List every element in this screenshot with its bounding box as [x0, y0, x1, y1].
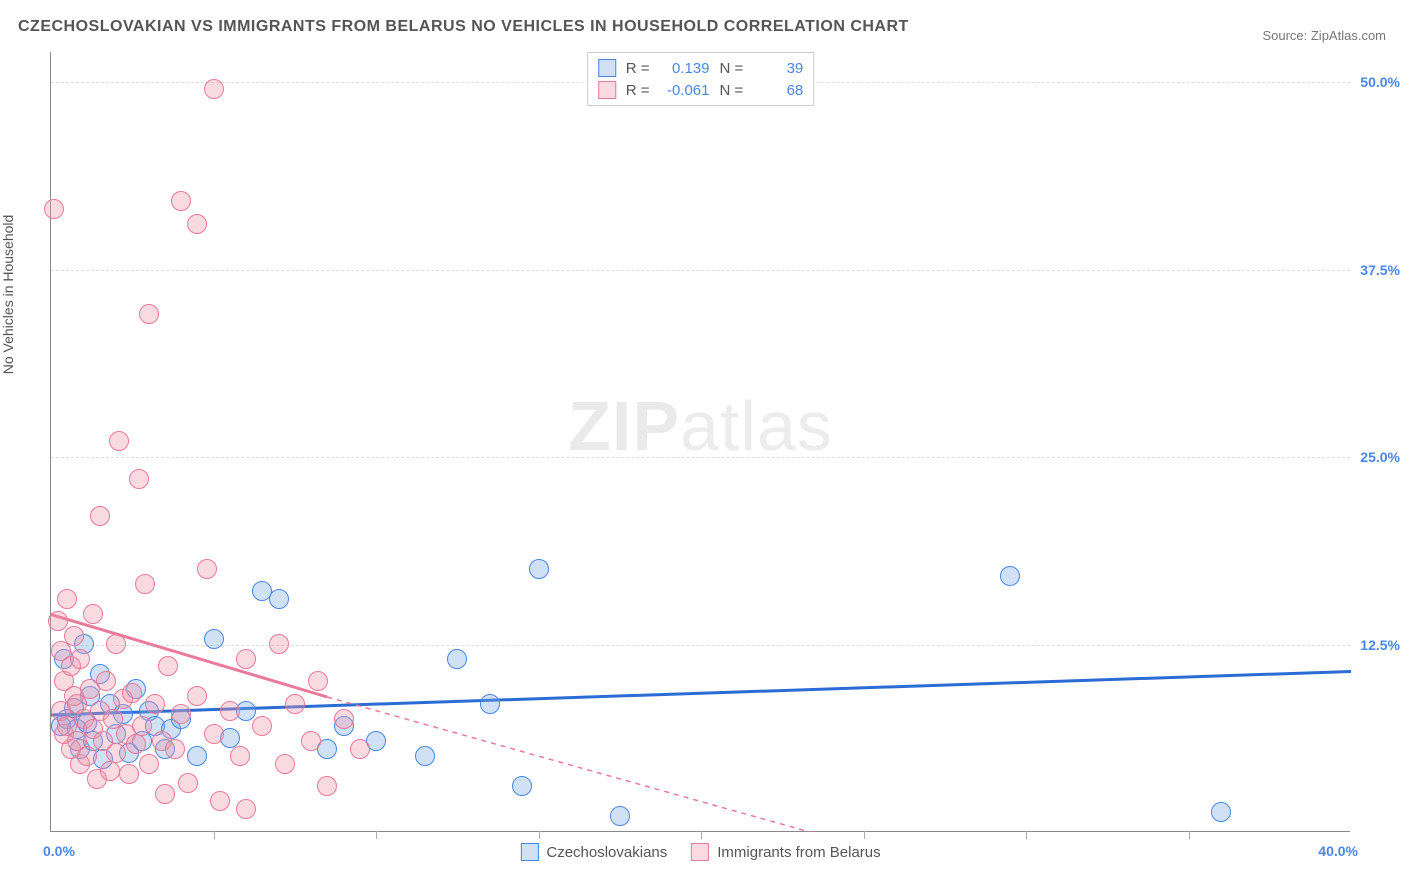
data-point — [480, 694, 500, 714]
gridline — [51, 457, 1350, 458]
data-point — [165, 739, 185, 759]
swatch-pink — [598, 81, 616, 99]
data-point — [1211, 802, 1231, 822]
data-point — [529, 559, 549, 579]
data-point — [70, 649, 90, 669]
data-point — [145, 694, 165, 714]
data-point — [139, 754, 159, 774]
data-point — [269, 634, 289, 654]
plot-area: ZIPatlas 12.5%25.0%37.5%50.0% 0.0% 40.0%… — [50, 52, 1350, 832]
x-tick — [1189, 831, 1190, 839]
data-point — [220, 701, 240, 721]
data-point — [187, 686, 207, 706]
data-point — [269, 589, 289, 609]
data-point — [415, 746, 435, 766]
x-axis-max-label: 40.0% — [1318, 843, 1358, 859]
data-point — [236, 649, 256, 669]
data-point — [48, 611, 68, 631]
data-point — [187, 214, 207, 234]
data-point — [171, 704, 191, 724]
x-tick — [1026, 831, 1027, 839]
data-point — [139, 304, 159, 324]
data-point — [119, 764, 139, 784]
x-tick — [539, 831, 540, 839]
data-point — [512, 776, 532, 796]
data-point — [109, 431, 129, 451]
gridline — [51, 270, 1350, 271]
data-point — [187, 746, 207, 766]
data-point — [301, 731, 321, 751]
data-point — [126, 734, 146, 754]
swatch-blue — [598, 59, 616, 77]
source-label: Source: ZipAtlas.com — [1262, 28, 1386, 43]
data-point — [100, 761, 120, 781]
data-point — [204, 724, 224, 744]
data-point — [106, 743, 126, 763]
y-tick-label: 50.0% — [1360, 74, 1400, 90]
x-axis-min-label: 0.0% — [43, 843, 75, 859]
data-point — [171, 191, 191, 211]
data-point — [64, 626, 84, 646]
data-point — [350, 739, 370, 759]
data-point — [275, 754, 295, 774]
data-point — [135, 574, 155, 594]
data-point — [155, 784, 175, 804]
x-tick — [214, 831, 215, 839]
data-point — [178, 773, 198, 793]
stats-row-2: R =-0.061 N =68 — [598, 79, 804, 101]
data-point — [447, 649, 467, 669]
data-point — [317, 776, 337, 796]
data-point — [57, 589, 77, 609]
data-point — [308, 671, 328, 691]
data-point — [610, 806, 630, 826]
data-point — [96, 671, 116, 691]
y-tick-label: 25.0% — [1360, 449, 1400, 465]
y-tick-label: 12.5% — [1360, 637, 1400, 653]
gridline — [51, 645, 1350, 646]
chart-title: CZECHOSLOVAKIAN VS IMMIGRANTS FROM BELAR… — [18, 18, 909, 36]
data-point — [132, 716, 152, 736]
data-point — [44, 199, 64, 219]
data-point — [334, 709, 354, 729]
data-point — [204, 79, 224, 99]
data-point — [83, 604, 103, 624]
data-point — [204, 629, 224, 649]
data-point — [285, 694, 305, 714]
data-point — [90, 506, 110, 526]
data-point — [106, 634, 126, 654]
legend: Czechoslovakians Immigrants from Belarus — [520, 843, 880, 861]
data-point — [77, 746, 97, 766]
y-axis-label: No Vehicles in Household — [0, 215, 16, 375]
data-point — [197, 559, 217, 579]
legend-item-2: Immigrants from Belarus — [691, 843, 880, 861]
stats-row-1: R =0.139 N =39 — [598, 57, 804, 79]
data-point — [158, 656, 178, 676]
data-point — [210, 791, 230, 811]
y-tick-label: 37.5% — [1360, 262, 1400, 278]
data-point — [122, 683, 142, 703]
data-point — [252, 716, 272, 736]
legend-swatch-blue — [520, 843, 538, 861]
data-point — [1000, 566, 1020, 586]
stats-box: R =0.139 N =39 R =-0.061 N =68 — [587, 52, 815, 106]
x-tick — [701, 831, 702, 839]
legend-item-1: Czechoslovakians — [520, 843, 667, 861]
data-point — [129, 469, 149, 489]
data-point — [236, 799, 256, 819]
legend-swatch-pink — [691, 843, 709, 861]
x-tick — [864, 831, 865, 839]
x-tick — [376, 831, 377, 839]
data-point — [230, 746, 250, 766]
watermark: ZIPatlas — [568, 386, 833, 466]
